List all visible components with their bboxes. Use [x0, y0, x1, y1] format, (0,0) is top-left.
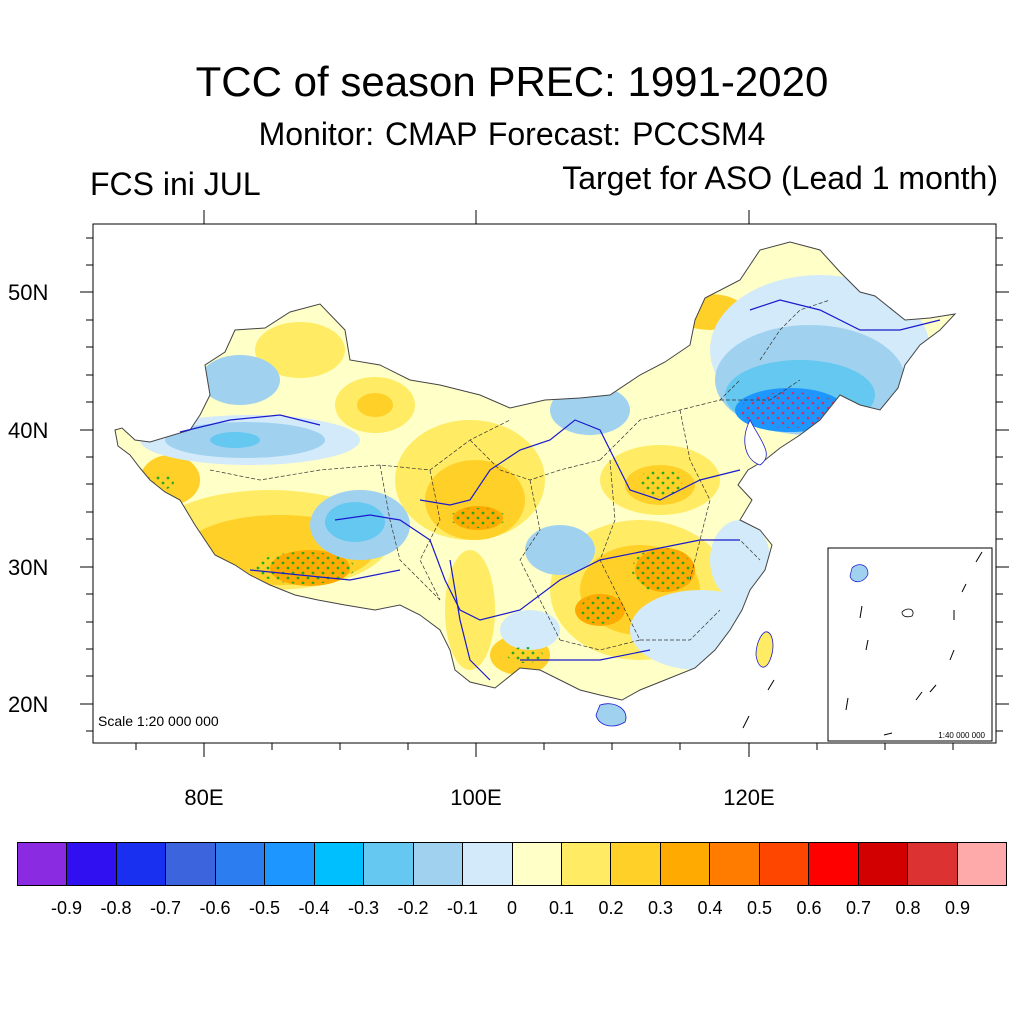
colorbar-cell [462, 842, 512, 886]
colorbar-cell [758, 842, 809, 886]
taiwan-island [755, 631, 774, 668]
colorbar-tick-label: 0.7 [845, 898, 872, 918]
colorbar-tick-label: -0.9 [50, 898, 83, 918]
map-ticks [80, 210, 1009, 757]
colorbar-cell [115, 842, 166, 886]
colorbar-cell [956, 842, 1008, 886]
colorbar-cell [66, 842, 116, 886]
rivers [179, 299, 941, 681]
axis-labels: 50N 40N 30N 20N 80E 100E 120E [8, 280, 775, 810]
colorbar-tick-label: 0.4 [697, 898, 723, 918]
bohai-bay [744, 419, 767, 466]
lat-label-30n: 30N [8, 555, 48, 580]
target-season-label: Target for ASO (Lead 1 month) [562, 160, 998, 196]
colorbar-tick-label: 0.9 [944, 898, 971, 918]
colorbar-cell [165, 842, 215, 886]
colorbar-cell [659, 842, 710, 886]
colorbar-cell [313, 842, 364, 886]
colorbar-tick-label: 0.6 [796, 898, 822, 918]
map-title: TCC of season PREC: 1991-2020 [195, 58, 829, 105]
map-canvas: 1:40 000 000 Scale 1:20 000 000 50N 40N … [8, 210, 1009, 810]
colorbar-tick-label: 0.1 [548, 898, 575, 918]
inset-features [845, 551, 983, 736]
lat-label-40n: 40N [8, 418, 48, 443]
colorbar-tick-label: -0.8 [100, 898, 132, 918]
colorbar-cell [560, 842, 611, 886]
colorbar-cell [709, 842, 759, 886]
colorbar-cell [808, 842, 858, 886]
colorbar-tick-label: -0.6 [199, 898, 231, 918]
colorbar-tick-label: 0.3 [647, 898, 674, 918]
lon-label-80e: 80E [184, 785, 223, 810]
lon-label-120e: 120E [723, 785, 774, 810]
lon-label-100e: 100E [450, 785, 501, 810]
colorbar-tick-label: -0.5 [248, 898, 281, 918]
colorbar-tick-label: 0.5 [746, 898, 773, 918]
colorbar-tick-label: -0.7 [149, 898, 182, 918]
colorbar-cell [907, 842, 957, 886]
lat-label-50n: 50N [8, 280, 48, 305]
country-outline [114, 241, 957, 701]
initialization-label: FCS ini JUL [90, 166, 261, 202]
colorbar-cell [17, 842, 67, 886]
lat-label-20n: 20N [8, 692, 48, 717]
colorbar-cell [610, 842, 660, 886]
map-subtitle: Monitor: CMAP Forecast: PCCSM4 [258, 116, 766, 152]
colorbar-tick-label: -0.1 [446, 898, 479, 918]
map-scale-label: Scale 1:20 000 000 [98, 713, 219, 729]
colorbar-cell [511, 842, 561, 886]
colorbar-tick-label: 0.8 [895, 898, 921, 918]
colorbar-tick-label: -0.4 [298, 898, 330, 918]
colorbar-tick-label: -0.2 [397, 898, 429, 918]
colorbar-cell [264, 842, 314, 886]
colorbar-tick-label: -0.3 [347, 898, 380, 918]
colorbar [17, 842, 1008, 886]
colorbar-cell [363, 842, 413, 886]
hainan-island [595, 703, 627, 727]
colorbar-tick-label: 0.2 [598, 898, 624, 918]
maritime-boundary-marks [742, 679, 775, 729]
inset-scale-label: 1:40 000 000 [938, 731, 985, 740]
colorbar-tick-label: 0 [506, 898, 518, 918]
colorbar-cell [412, 842, 463, 886]
colorbar-cell [214, 842, 265, 886]
colorbar-cell [857, 842, 908, 886]
